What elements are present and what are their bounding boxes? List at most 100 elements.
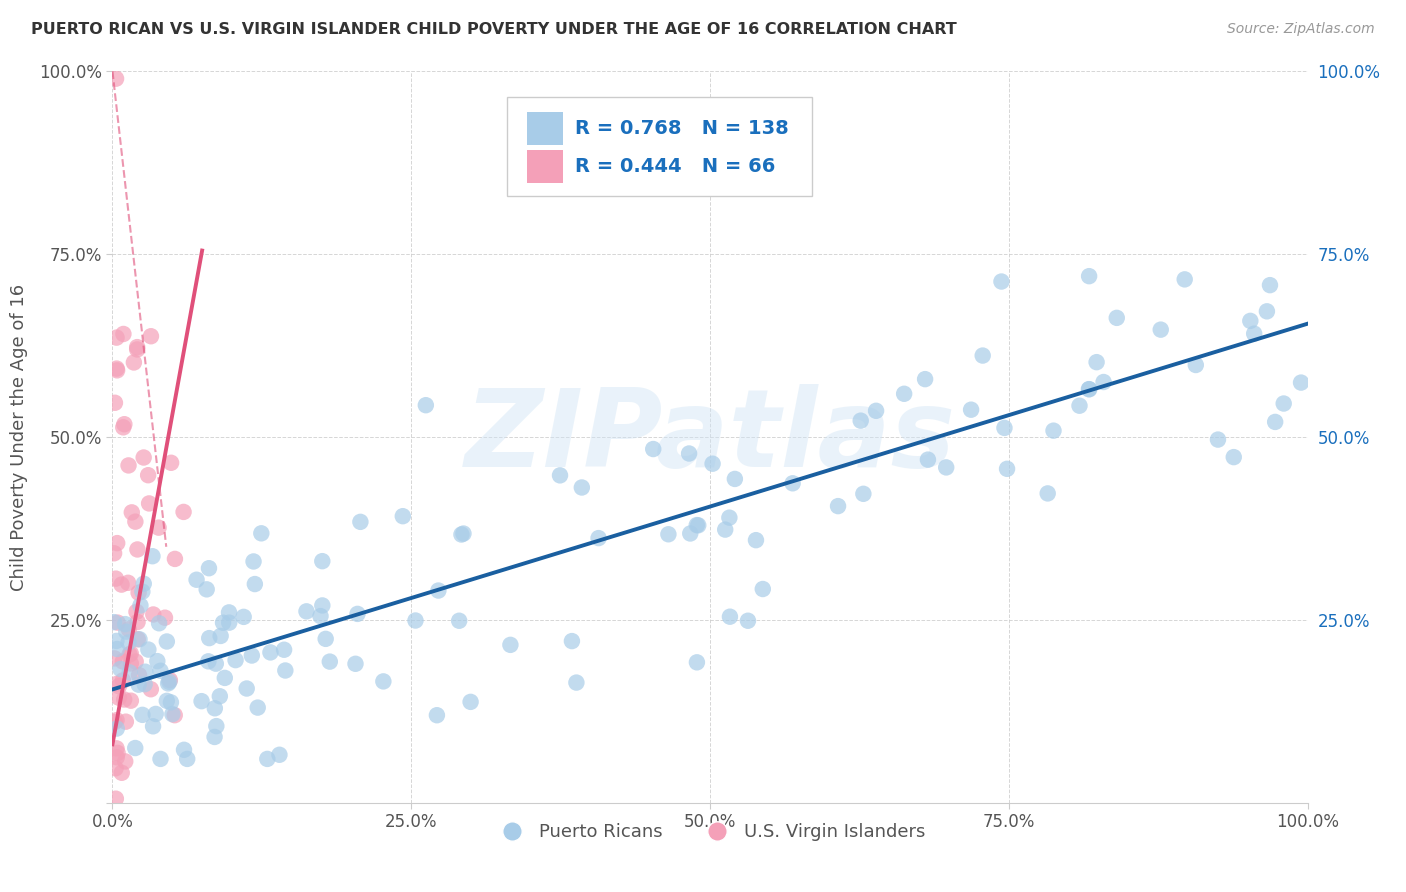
Point	[131, 584, 153, 599]
Point	[173, 505, 195, 519]
Point	[195, 582, 218, 597]
Point	[134, 677, 156, 691]
Point	[129, 599, 152, 613]
Point	[139, 682, 162, 697]
Point	[1243, 326, 1265, 341]
Point	[163, 708, 186, 723]
Point	[120, 647, 142, 661]
Point	[218, 615, 240, 630]
Point	[1206, 433, 1229, 447]
Point	[103, 615, 125, 629]
Point	[125, 605, 148, 619]
Point	[311, 554, 333, 568]
Point	[111, 673, 134, 688]
Point	[131, 707, 153, 722]
Point	[156, 694, 179, 708]
Point	[993, 421, 1015, 435]
Point	[827, 499, 849, 513]
Point	[103, 651, 125, 665]
Point	[1069, 399, 1091, 413]
Point	[391, 509, 413, 524]
Point	[108, 690, 131, 705]
Point	[124, 515, 146, 529]
Point	[724, 472, 747, 486]
Point	[114, 617, 136, 632]
Point	[141, 549, 163, 564]
Point	[990, 275, 1012, 289]
Point	[118, 623, 141, 637]
Point	[118, 665, 141, 680]
Point	[349, 515, 371, 529]
Point	[972, 349, 994, 363]
Point	[138, 642, 160, 657]
Point	[686, 518, 709, 533]
Point	[453, 526, 475, 541]
Point	[935, 460, 957, 475]
Point	[198, 561, 221, 575]
Point	[752, 582, 775, 596]
Point	[995, 462, 1018, 476]
Point	[160, 456, 183, 470]
Point	[186, 573, 208, 587]
Point	[1036, 486, 1059, 500]
Point	[107, 746, 129, 760]
Point	[1105, 310, 1128, 325]
Point	[105, 642, 128, 657]
Point	[115, 714, 138, 729]
FancyBboxPatch shape	[527, 112, 562, 145]
Point	[117, 575, 139, 590]
Point	[1184, 358, 1206, 372]
Point	[865, 404, 887, 418]
Point	[218, 606, 240, 620]
Point	[214, 671, 236, 685]
Point	[246, 700, 269, 714]
Point	[110, 577, 132, 591]
Point	[120, 657, 142, 671]
Point	[128, 585, 150, 599]
Point	[917, 452, 939, 467]
Point	[204, 730, 226, 744]
Point	[235, 681, 257, 696]
Point	[117, 635, 139, 649]
Point	[198, 631, 221, 645]
Point	[160, 695, 183, 709]
Point	[1258, 278, 1281, 293]
Point	[112, 829, 135, 843]
Point	[110, 662, 132, 676]
Point	[105, 330, 128, 344]
Point	[1085, 355, 1108, 369]
Point	[124, 741, 146, 756]
Point	[250, 526, 273, 541]
Point	[190, 694, 212, 708]
Point	[571, 481, 593, 495]
Point	[146, 654, 169, 668]
Point	[346, 607, 368, 621]
Point	[561, 634, 583, 648]
Point	[1289, 376, 1312, 390]
Point	[702, 457, 724, 471]
Point	[344, 657, 367, 671]
Point	[128, 668, 150, 682]
Point	[104, 715, 127, 730]
Point	[104, 572, 127, 586]
Point	[373, 674, 395, 689]
Point	[209, 629, 232, 643]
Point	[105, 363, 128, 377]
Point	[105, 361, 128, 376]
Point	[718, 510, 741, 524]
Point	[118, 648, 141, 662]
Point	[405, 614, 427, 628]
Point	[163, 552, 186, 566]
Point	[499, 638, 522, 652]
Point	[315, 632, 337, 646]
Point	[134, 665, 156, 679]
Point	[1174, 272, 1197, 286]
Point	[849, 414, 872, 428]
Point	[104, 761, 127, 775]
FancyBboxPatch shape	[508, 97, 811, 195]
Point	[311, 599, 333, 613]
Point	[225, 653, 247, 667]
Point	[565, 675, 588, 690]
Point	[657, 527, 679, 541]
Point	[173, 743, 195, 757]
